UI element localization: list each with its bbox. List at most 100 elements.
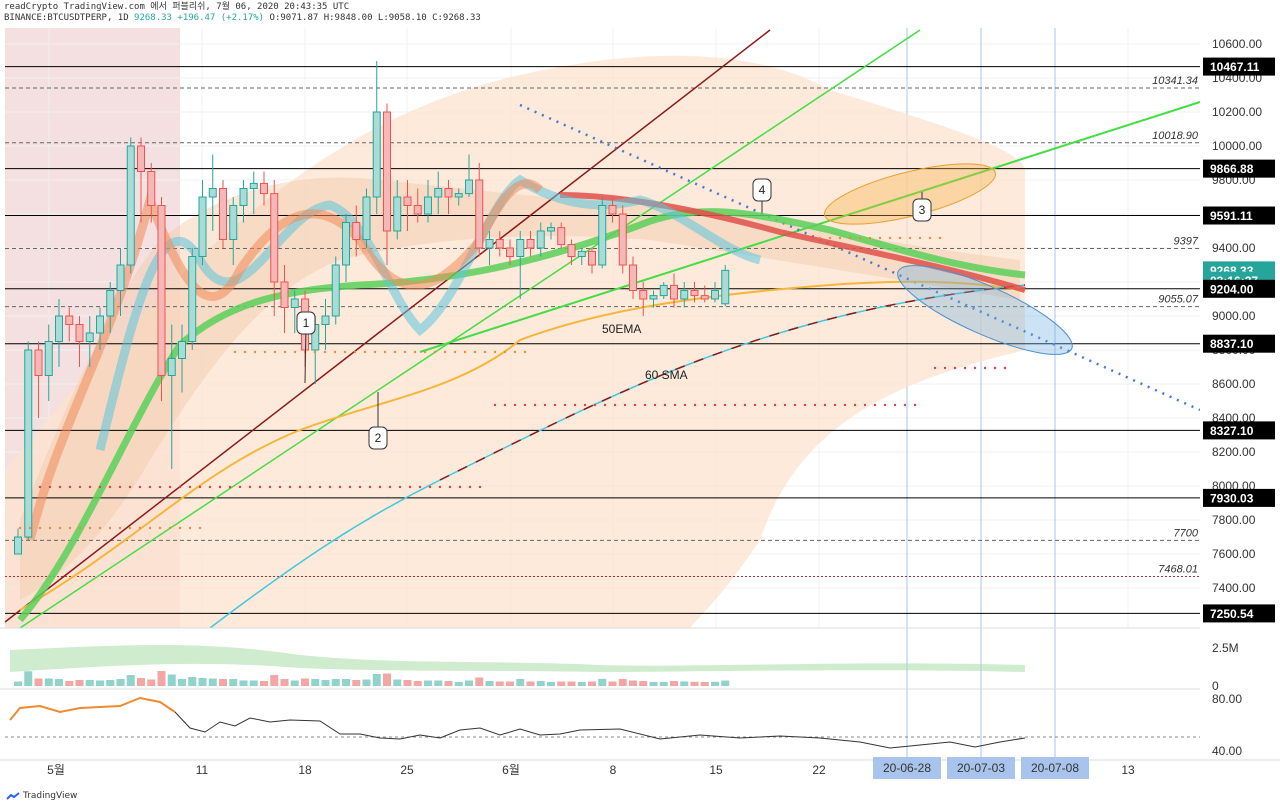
candle — [424, 180, 432, 223]
support-dots-red — [983, 366, 987, 370]
support-dots — [493, 350, 497, 354]
candle — [444, 180, 453, 214]
date-tick-label: 11 — [196, 763, 209, 777]
support-dots-red — [68, 485, 72, 489]
candle — [229, 197, 238, 265]
candle — [547, 222, 555, 240]
volume-bar — [598, 678, 607, 686]
date-tick-label: 6월 — [502, 763, 520, 777]
volume-bar — [495, 681, 504, 686]
time-axis: 5월1118256월815222971320-06-2820-07-0320-0… — [0, 757, 1280, 779]
candle — [618, 205, 627, 274]
candle-body — [137, 145, 145, 172]
rsi-line — [174, 711, 1026, 749]
candle-body — [454, 193, 463, 198]
candle-body — [331, 264, 340, 317]
volume-bar — [711, 681, 719, 686]
support-dots-red — [823, 403, 827, 407]
support-dots — [503, 350, 507, 354]
candle-body — [526, 239, 535, 249]
candle-body — [495, 239, 504, 249]
candle-body — [475, 179, 484, 249]
candle-body — [577, 250, 586, 257]
candle-body — [44, 341, 53, 376]
price-tag-label: 7930.03 — [1210, 491, 1254, 505]
support-dots-red — [973, 366, 977, 370]
support-dots — [243, 350, 247, 354]
volume-bar — [167, 674, 176, 686]
candle-body — [434, 188, 443, 198]
candle-body — [290, 298, 299, 308]
candle-body — [96, 315, 104, 334]
support-dots-red — [118, 485, 122, 489]
candle-body — [465, 179, 473, 195]
chart-header: readCrypto TradingView.com 에서 퍼블리쉬, 7월 0… — [4, 2, 481, 24]
candle-series — [14, 61, 730, 555]
support-dots-red — [198, 485, 202, 489]
candle — [44, 324, 53, 401]
candle — [649, 290, 658, 308]
support-dots-red — [168, 485, 172, 489]
candle-body — [516, 239, 525, 257]
support-dots — [513, 350, 517, 354]
symbol-line: BINANCE:BTCUSDTPERP, 1D 9268.33 +196.47 … — [4, 13, 481, 24]
candle-body — [270, 193, 279, 283]
volume-bar — [485, 681, 494, 686]
candle — [157, 197, 166, 401]
candle-body — [362, 196, 371, 240]
volume-bar — [649, 682, 658, 686]
candle — [34, 341, 43, 418]
support-dots-red — [843, 403, 847, 407]
date-tick-label: 15 — [709, 763, 723, 777]
volume-bar — [24, 671, 33, 686]
candle-body — [670, 284, 678, 300]
sma60-dark-overlay — [439, 284, 1026, 481]
last-price: 9268.33 — [134, 13, 172, 23]
support-dots — [323, 350, 327, 354]
candle-body — [198, 196, 207, 257]
price-tag-label: 9204.00 — [1210, 282, 1254, 296]
candle-body — [372, 111, 381, 198]
ohlc-values: O:9071.87 H:9848.00 L:9058.10 C:9268.33 — [269, 13, 481, 23]
candle-body — [24, 349, 33, 538]
support-dots — [188, 526, 192, 530]
volume-bar — [116, 679, 125, 686]
date-tick-label: 18 — [298, 763, 312, 777]
candle-body — [700, 295, 709, 300]
candle — [321, 299, 330, 350]
support-dots — [48, 526, 52, 530]
volume-bar — [362, 679, 371, 686]
support-dots-red — [613, 403, 617, 407]
resistance-dots — [908, 236, 912, 240]
tradingview-icon — [6, 791, 20, 800]
support-dots-red — [863, 403, 867, 407]
support-dots-red — [543, 403, 547, 407]
candle — [188, 248, 197, 350]
volume-bar — [526, 681, 535, 686]
support-dots-red — [933, 366, 937, 370]
candle — [75, 316, 84, 367]
candle — [198, 180, 207, 265]
candle-body — [321, 315, 330, 325]
volume-bar — [557, 681, 566, 686]
support-dots-red — [773, 403, 777, 407]
rsi-overbought-segment — [9, 696, 176, 721]
price-tag-box — [1203, 279, 1275, 298]
volume-bar — [239, 680, 248, 686]
highlight-date-box — [947, 757, 1015, 779]
date-tick-label: 22 — [812, 763, 826, 777]
publish-line: readCrypto TradingView.com 에서 퍼블리쉬, 7월 0… — [4, 2, 350, 12]
candle-body — [178, 341, 186, 359]
candle — [178, 324, 186, 393]
volume-bar — [290, 680, 299, 686]
candle-body — [34, 349, 43, 376]
support-dots-red — [348, 485, 352, 489]
candle-body — [598, 205, 607, 266]
candle — [85, 316, 94, 367]
support-dots-red — [258, 485, 262, 489]
price-tag-box — [1203, 604, 1275, 623]
support-dots — [473, 350, 477, 354]
support-dots-red — [703, 403, 707, 407]
candle — [608, 197, 617, 223]
